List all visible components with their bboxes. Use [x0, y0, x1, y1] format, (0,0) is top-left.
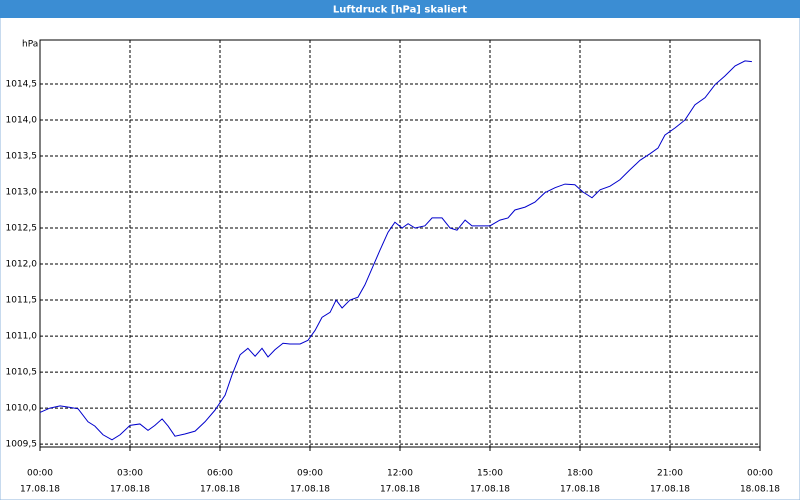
x-tick-date: 17.08.18	[290, 485, 330, 495]
data-line	[39, 60, 752, 441]
y-tick-label: 1014,5	[6, 79, 38, 89]
x-tick-label: 21:00	[657, 469, 683, 479]
x-tick-label: 09:00	[297, 469, 323, 479]
y-tick-label: 1012,5	[6, 224, 38, 234]
x-tick-label: 06:00	[207, 469, 233, 479]
x-tick-date: 17.08.18	[380, 485, 420, 495]
x-tick-date: 17.08.18	[470, 485, 510, 495]
y-tick-label: 1012,0	[6, 260, 38, 270]
x-tick-label: 18:00	[567, 469, 593, 479]
x-tick-date: 17.08.18	[110, 485, 150, 495]
x-tick-label: 12:00	[387, 469, 413, 479]
y-tick-label: 1011,5	[6, 296, 38, 306]
plot-frame	[39, 39, 761, 448]
x-tick-date: 18.08.18	[740, 485, 780, 495]
x-tick-date: 17.08.18	[200, 485, 240, 495]
y-tick-label: 1010,0	[6, 404, 38, 414]
y-tick-label: 1013,5	[6, 151, 38, 161]
y-tick-label: 1014,0	[6, 115, 38, 125]
x-tick-label: 00:00	[27, 469, 53, 479]
x-tick-date: 17.08.18	[650, 485, 690, 495]
x-tick-label: 03:00	[117, 469, 143, 479]
x-tick-label: 00:00	[747, 469, 773, 479]
title-bar	[0, 0, 800, 18]
y-tick-label: 1013,0	[6, 187, 38, 197]
x-tick-date: 17.08.18	[20, 485, 60, 495]
chart-title: Luftdruck [hPa] skaliert	[333, 5, 467, 16]
x-tick-date: 17.08.18	[560, 485, 600, 495]
y-tick-label: 1009,5	[6, 440, 38, 450]
y-tick-label: 1010,5	[6, 368, 38, 378]
y-axis-label: hPa	[22, 40, 38, 50]
x-tick-label: 15:00	[477, 469, 503, 479]
y-tick-label: 1011,0	[6, 332, 38, 342]
